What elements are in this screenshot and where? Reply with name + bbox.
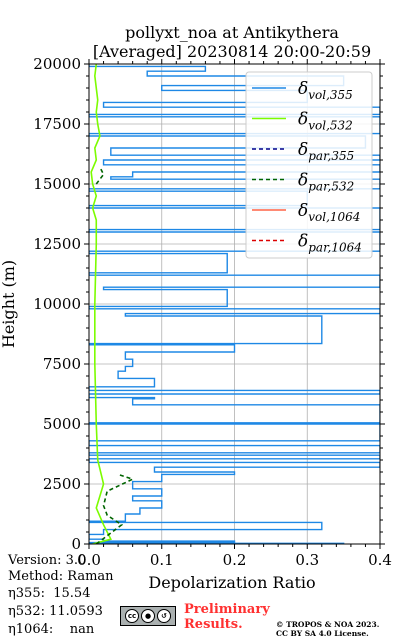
preliminary-results-label: Preliminary Results.	[184, 602, 270, 632]
series-line	[89, 64, 380, 544]
legend: δvol,355 δvol,532 δpar,355 δpar,532 δvol,106…	[245, 71, 373, 259]
depolarization-chart: pollyxt_noa at Antikythera [Averaged] 20…	[0, 23, 392, 592]
cc-license-badge: cc ● ↺	[120, 606, 176, 626]
series-group	[89, 64, 380, 544]
version-text: Version: 3.0	[8, 553, 87, 568]
y-tick-label: 15000	[33, 175, 81, 193]
series-line	[90, 64, 112, 544]
y-tick-label: 7500	[43, 355, 81, 373]
license-text: © TROPOS & NOA 2023. CC BY SA 4.0 Licens…	[276, 620, 379, 638]
x-tick-label: 0.4	[368, 551, 392, 569]
x-axis-label: Depolarization Ratio	[148, 573, 315, 592]
y-tick-label: 5000	[43, 415, 81, 433]
eta1064-text: η1064: nan	[8, 622, 95, 637]
legend-label-par355: δpar,355	[298, 140, 354, 163]
legend-label-vol1064: δvol,1064	[298, 201, 360, 224]
x-tick-label: 0.2	[223, 551, 247, 569]
method-text: Method: Raman	[8, 569, 114, 584]
preliminary-line1: Preliminary	[184, 602, 270, 617]
series-line	[95, 166, 105, 185]
axes: 0.0 0.1 0.2 0.3 0.4 0 2500 5000 7500 10000 12500 15…	[33, 55, 392, 569]
x-tick-label: 0.3	[295, 551, 319, 569]
y-axis-label: Height (m)	[0, 260, 18, 348]
y-tick-label: 10000	[33, 295, 81, 313]
sa-icon: ↺	[157, 609, 171, 623]
license-line1: © TROPOS & NOA 2023.	[276, 620, 380, 629]
preliminary-line2: Results.	[184, 617, 243, 632]
y-tick-label: 0	[71, 535, 81, 553]
license-line2: CC BY SA 4.0 License.	[276, 629, 369, 638]
legend-label-par1064: δpar,1064	[298, 232, 362, 255]
y-tick-label: 12500	[33, 235, 81, 253]
eta355-text: η355: 15.54	[8, 586, 91, 601]
x-tick-label: 0.1	[150, 551, 174, 569]
y-tick-label: 2500	[43, 475, 81, 493]
legend-label-vol532: δvol,532	[298, 110, 353, 133]
chart-title-line1: pollyxt_noa at Antikythera	[125, 23, 339, 42]
by-icon: ●	[141, 609, 155, 623]
y-tick-label: 20000	[33, 55, 81, 73]
plot-area	[89, 64, 380, 544]
y-tick-label: 17500	[33, 115, 81, 133]
legend-label-par532: δpar,532	[298, 171, 354, 194]
cc-icon: cc	[125, 609, 139, 623]
chart-title-line2: [Averaged] 20230814 20:00-20:59	[93, 42, 371, 61]
legend-label-vol355: δvol,355	[298, 79, 353, 102]
x-tick-label: 0.0	[77, 551, 101, 569]
eta532-text: η532: 11.0593	[8, 604, 103, 619]
series-line	[95, 473, 135, 544]
